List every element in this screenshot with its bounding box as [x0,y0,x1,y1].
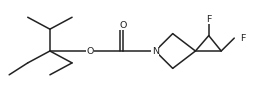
Text: F: F [240,34,245,43]
Text: O: O [87,47,94,55]
Text: N: N [152,47,159,55]
Text: F: F [206,15,211,24]
Text: O: O [120,21,127,30]
